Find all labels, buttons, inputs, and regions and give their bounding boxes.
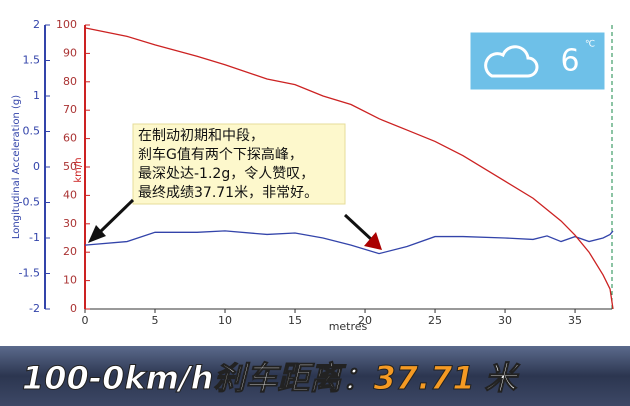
annotation-line: 刹车G值有两个下探高峰， xyxy=(138,146,303,163)
y2-tick-label: 70 xyxy=(63,103,77,116)
y2-tick-label: 50 xyxy=(63,160,77,173)
banner-unit: 米 xyxy=(485,359,521,397)
weather-widget xyxy=(469,31,606,91)
y-axis-title: Longitudinal Acceleration (g) xyxy=(11,95,22,239)
y-tick-label: 0.5 xyxy=(23,125,41,138)
y-tick-label: 1.5 xyxy=(23,54,41,67)
y-tick-label: -1 xyxy=(29,231,40,244)
y2-tick-label: 10 xyxy=(63,274,77,287)
y2-tick-label: 100 xyxy=(56,18,77,31)
x-tick-label: 25 xyxy=(428,314,442,327)
x-tick-label: 20 xyxy=(358,314,372,327)
y-tick-label: -2 xyxy=(29,302,40,315)
arrow-head xyxy=(88,225,106,243)
y2-tick-label: 40 xyxy=(63,188,77,201)
x-tick-label: 10 xyxy=(218,314,232,327)
arrow xyxy=(98,198,135,234)
x-tick-label: 5 xyxy=(152,314,159,327)
y-tick-label: 0 xyxy=(33,160,40,173)
x-tick-label: 35 xyxy=(568,314,582,327)
arrow-head xyxy=(364,232,382,250)
y2-tick-label: 30 xyxy=(63,217,77,230)
x-tick-label: 0 xyxy=(82,314,89,327)
y2-tick-label: 20 xyxy=(63,245,77,258)
x-axis-title: metres xyxy=(329,320,368,333)
y2-axis-title: km/h xyxy=(73,157,84,182)
y2-tick-label: 60 xyxy=(63,132,77,145)
y2-tick-label: 0 xyxy=(70,302,77,315)
y-tick-label: -0.5 xyxy=(19,196,40,209)
banner xyxy=(0,346,630,406)
cloud-icon xyxy=(484,45,539,78)
series-line xyxy=(84,27,614,310)
annotation-line: 最终成绩37.71米，非常好。 xyxy=(138,185,318,201)
y-tick-label: 2 xyxy=(33,18,40,31)
arrow xyxy=(343,213,374,242)
y-tick-label: 1 xyxy=(33,89,40,102)
x-tick-label: 15 xyxy=(288,314,302,327)
y2-tick-label: 80 xyxy=(63,75,77,88)
y-tick-label: -1.5 xyxy=(19,267,40,280)
banner-label: 100-0km/h刹车距离： xyxy=(22,359,373,397)
y2-tick-label: 90 xyxy=(63,46,77,59)
annotation-line: 在制动初期和中段， xyxy=(138,127,264,144)
x-tick-label: 30 xyxy=(498,314,512,327)
banner-value: 37.71 xyxy=(373,359,474,397)
temperature: 6 xyxy=(560,44,579,79)
temperature-unit: ℃ xyxy=(585,40,595,50)
series-line xyxy=(84,230,614,255)
annotation-box xyxy=(132,123,346,205)
banner-text: 100-0km/h刹车距离：37.71 米 xyxy=(22,359,521,397)
annotation-line: 最深处达-1.2g，令人赞叹， xyxy=(138,166,314,182)
